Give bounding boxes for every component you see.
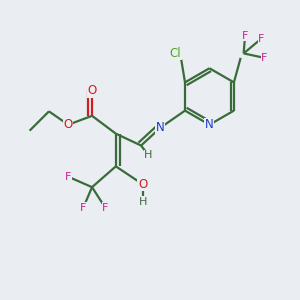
Text: H: H — [138, 197, 147, 207]
Text: N: N — [205, 118, 214, 131]
Text: F: F — [242, 31, 248, 40]
Text: F: F — [80, 203, 86, 213]
Text: N: N — [156, 121, 165, 134]
Text: O: O — [87, 84, 97, 97]
Text: O: O — [64, 118, 73, 131]
Text: O: O — [138, 178, 147, 191]
Text: Cl: Cl — [169, 47, 181, 60]
Text: F: F — [261, 53, 268, 63]
Text: F: F — [65, 172, 71, 182]
Text: H: H — [144, 150, 153, 160]
Text: F: F — [102, 203, 109, 213]
Text: F: F — [258, 34, 265, 44]
